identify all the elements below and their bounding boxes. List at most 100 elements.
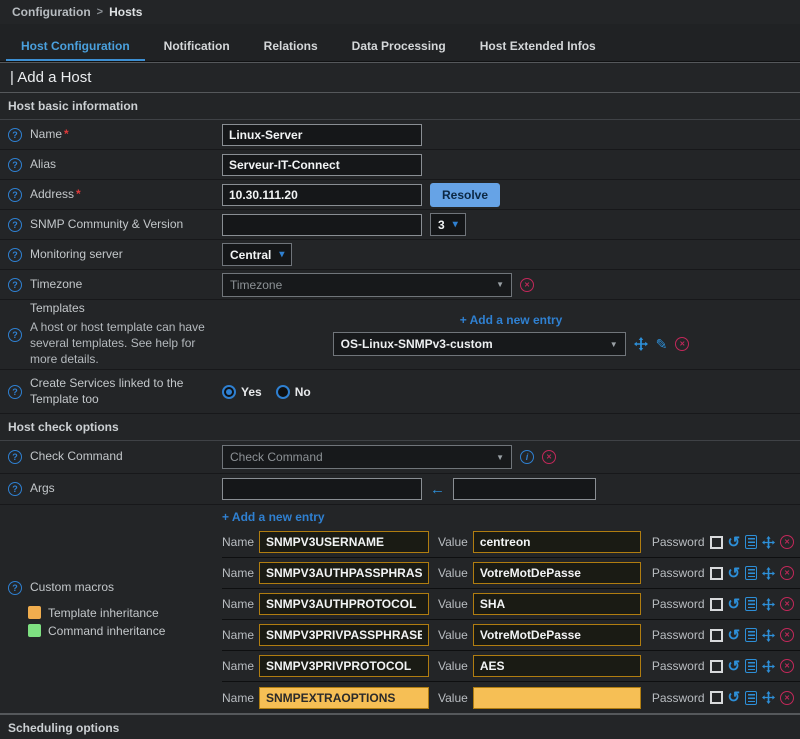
move-macro-icon[interactable] <box>762 597 776 611</box>
description-macro-icon[interactable] <box>745 566 758 580</box>
move-macro-icon[interactable] <box>762 535 776 549</box>
help-icon[interactable]: ? <box>8 127 22 142</box>
tab-host-extended-infos[interactable]: Host Extended Infos <box>479 39 596 53</box>
snmp-version-select[interactable]: 3 ▾ <box>430 213 466 236</box>
help-icon[interactable]: ? <box>8 187 22 202</box>
move-macro-icon[interactable] <box>762 691 776 704</box>
tab-notification[interactable]: Notification <box>163 39 230 53</box>
macro-name-input[interactable] <box>259 531 430 553</box>
password-checkbox[interactable] <box>709 659 723 673</box>
macro-password-label: Password <box>651 628 705 642</box>
description-macro-icon[interactable] <box>745 535 758 549</box>
description-macro-icon[interactable] <box>745 659 758 673</box>
delete-macro-icon[interactable]: ✕ <box>780 535 795 549</box>
radio-yes-control[interactable] <box>222 384 236 399</box>
section-title: Host basic information <box>8 99 139 113</box>
help-icon[interactable]: ? <box>8 581 22 595</box>
help-icon[interactable]: ? <box>8 247 22 262</box>
macro-row-snmpv3privpassphrase: Name Value Password ↺ ✕ <box>222 620 800 651</box>
title-row: | Add a Host <box>0 62 800 93</box>
args-input-1[interactable] <box>222 478 422 500</box>
command-inheritance-swatch <box>28 624 41 638</box>
templates-add-entry-link[interactable]: + Add a new entry <box>459 313 563 327</box>
delete-template-icon[interactable]: ✕ <box>675 337 690 351</box>
undo-macro-icon[interactable]: ↺ <box>727 564 741 582</box>
radio-yes[interactable]: Yes <box>222 384 262 399</box>
macro-value-input[interactable] <box>472 686 641 709</box>
password-checkbox[interactable] <box>709 597 723 611</box>
section-host-check-options: Host check options <box>0 414 800 441</box>
undo-macro-icon[interactable]: ↺ <box>727 595 741 613</box>
create-services-radio-group: Yes No <box>222 384 311 399</box>
macro-name-input[interactable] <box>259 593 430 615</box>
macro-password-label: Password <box>651 690 705 705</box>
move-macro-icon[interactable] <box>762 628 776 642</box>
delete-macro-icon[interactable]: ✕ <box>780 659 795 673</box>
breadcrumb-hosts[interactable]: Hosts <box>109 5 143 19</box>
tab-relations[interactable]: Relations <box>263 39 318 53</box>
password-checkbox[interactable] <box>709 628 723 642</box>
radio-no[interactable]: No <box>275 384 311 399</box>
tab-host-configuration[interactable]: Host Configuration <box>4 30 147 61</box>
delete-macro-icon[interactable]: ✕ <box>780 566 795 580</box>
template-select[interactable]: OS-Linux-SNMPv3-custom ▼ <box>332 332 626 356</box>
templates-label: Templates <box>30 301 85 316</box>
move-macro-icon[interactable] <box>762 566 776 580</box>
help-icon[interactable]: ? <box>8 482 22 496</box>
delete-macro-icon[interactable]: ✕ <box>780 597 795 611</box>
field-row-address: ? Address* Resolve <box>0 180 800 210</box>
password-checkbox[interactable] <box>709 566 723 580</box>
name-input[interactable] <box>222 123 422 146</box>
alias-input[interactable] <box>222 153 422 176</box>
macro-name-input[interactable] <box>259 562 430 584</box>
clear-timezone-icon[interactable]: ✕ <box>520 277 534 292</box>
info-icon[interactable]: i <box>520 450 534 464</box>
tab-data-processing[interactable]: Data Processing <box>351 39 446 53</box>
address-input[interactable] <box>222 183 422 206</box>
macro-name-input[interactable] <box>259 624 430 646</box>
radio-no-control[interactable] <box>275 384 290 399</box>
delete-macro-icon[interactable]: ✕ <box>780 628 795 642</box>
macro-value-label: Value <box>438 690 468 705</box>
macro-value-input[interactable] <box>472 531 641 553</box>
password-checkbox[interactable] <box>709 691 723 704</box>
undo-macro-icon[interactable]: ↺ <box>727 626 741 644</box>
radio-no-label: No <box>294 384 311 399</box>
help-icon[interactable]: ? <box>8 217 22 232</box>
help-icon[interactable]: ? <box>8 157 22 172</box>
macro-value-input[interactable] <box>472 655 641 677</box>
macro-name-input[interactable] <box>259 686 430 709</box>
macro-name-input[interactable] <box>259 655 430 677</box>
required-asterisk: * <box>64 126 69 141</box>
monitoring-server-select[interactable]: Central ▾ <box>222 243 293 266</box>
macro-value-input[interactable] <box>472 562 641 584</box>
macro-value-input[interactable] <box>472 624 641 646</box>
resolve-button[interactable]: Resolve <box>430 182 501 207</box>
delete-macro-icon[interactable]: ✕ <box>780 690 795 705</box>
help-icon[interactable]: ? <box>8 450 22 464</box>
clear-check-command-icon[interactable]: ✕ <box>542 450 556 464</box>
macro-value-input[interactable] <box>472 593 641 615</box>
help-icon[interactable]: ? <box>8 384 22 399</box>
description-macro-icon[interactable] <box>745 628 758 642</box>
breadcrumb-configuration[interactable]: Configuration <box>12 5 91 19</box>
macros-add-entry-link[interactable]: + Add a new entry <box>222 510 325 524</box>
args-input-2[interactable] <box>453 478 596 500</box>
description-macro-icon[interactable] <box>745 690 758 705</box>
undo-macro-icon[interactable]: ↺ <box>727 533 741 551</box>
move-template-icon[interactable] <box>633 337 648 351</box>
password-checkbox[interactable] <box>709 535 723 549</box>
move-macro-icon[interactable] <box>762 659 776 673</box>
description-macro-icon[interactable] <box>745 597 758 611</box>
undo-macro-icon[interactable]: ↺ <box>727 657 741 675</box>
help-icon[interactable]: ? <box>8 327 22 342</box>
help-icon[interactable]: ? <box>8 277 22 292</box>
template-inheritance-swatch <box>28 606 41 620</box>
undo-macro-icon[interactable]: ↺ <box>727 689 741 706</box>
snmp-community-input[interactable] <box>222 213 422 236</box>
edit-template-icon[interactable]: ✎ <box>655 336 668 352</box>
chevron-down-icon: ▾ <box>279 249 285 260</box>
check-command-placeholder: Check Command <box>230 450 323 464</box>
check-command-select[interactable]: Check Command ▼ <box>222 445 512 469</box>
timezone-select[interactable]: Timezone ▼ <box>222 272 512 297</box>
